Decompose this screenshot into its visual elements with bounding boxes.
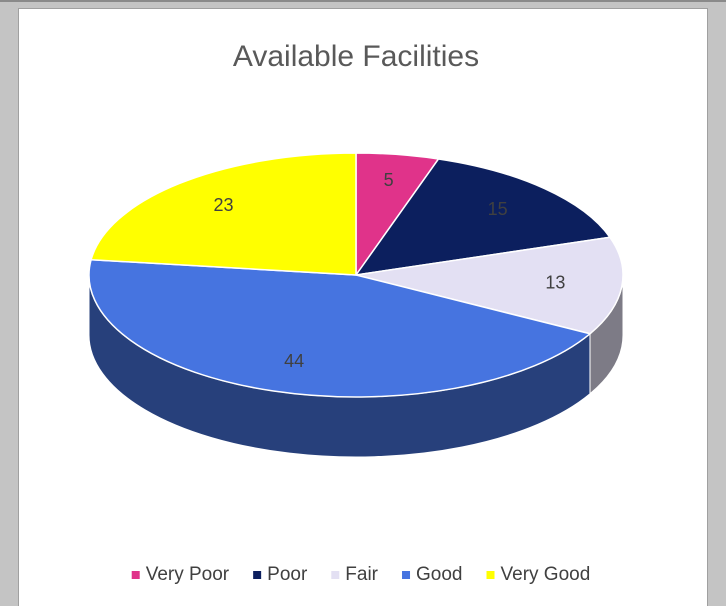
legend-swatch xyxy=(402,571,411,579)
legend-swatch xyxy=(486,571,495,579)
pie-slice xyxy=(88,258,592,398)
legend-label: Very Poor xyxy=(146,564,230,585)
window-edge xyxy=(0,0,726,2)
legend-swatch xyxy=(253,571,262,579)
data-label: 13 xyxy=(545,272,565,292)
data-label: 5 xyxy=(384,170,394,190)
legend-swatch xyxy=(131,571,140,579)
legend-label: Good xyxy=(416,564,462,585)
data-label: 23 xyxy=(214,195,234,215)
legend-label: Very Good xyxy=(501,564,591,585)
pie-slice xyxy=(355,236,624,335)
data-label: 15 xyxy=(488,199,508,219)
legend-swatch xyxy=(331,571,340,579)
legend-label: Fair xyxy=(345,564,378,585)
chart-title: Available Facilities xyxy=(233,40,479,73)
data-label: 44 xyxy=(284,351,304,371)
pie-slice xyxy=(90,152,357,276)
legend-label: Poor xyxy=(267,564,308,585)
